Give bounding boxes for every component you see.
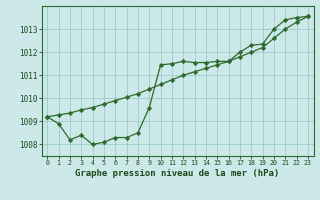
X-axis label: Graphe pression niveau de la mer (hPa): Graphe pression niveau de la mer (hPa) (76, 169, 280, 178)
